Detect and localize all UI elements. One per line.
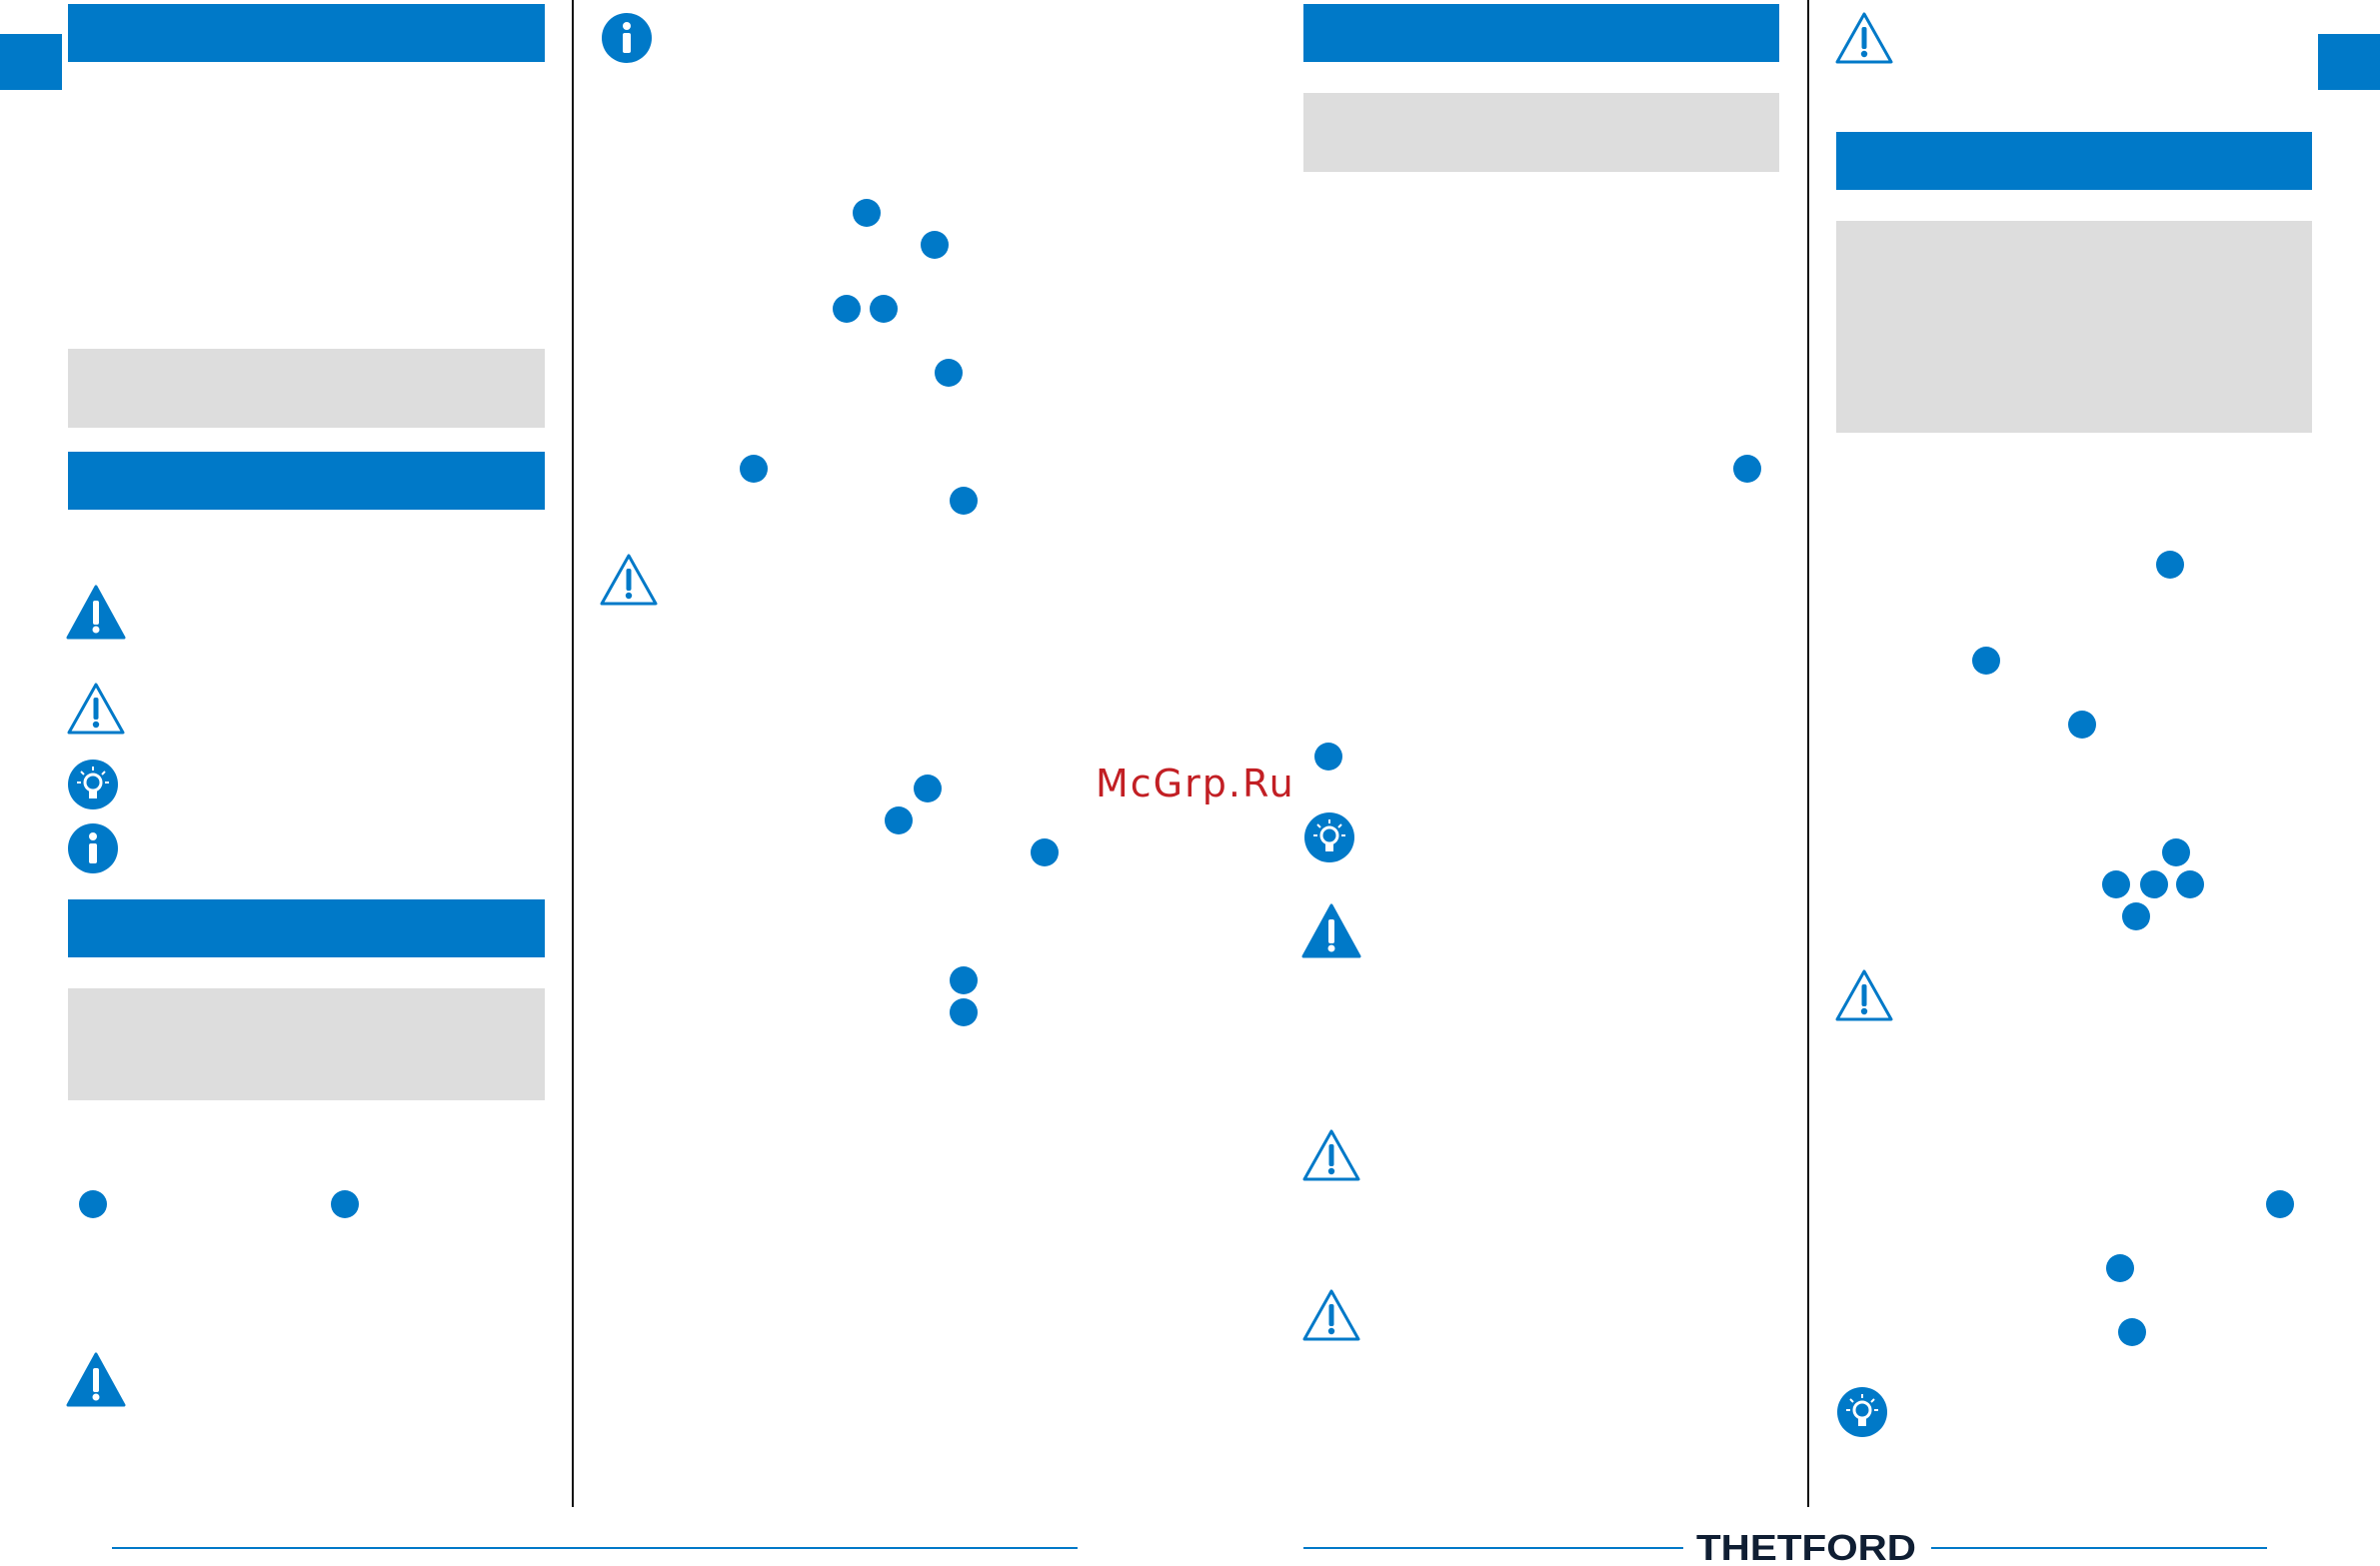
warning-outline-icon — [1302, 1289, 1360, 1341]
reference-dot-icon — [2176, 870, 2204, 898]
thetford-logo: THETFORD — [1696, 1529, 1916, 1565]
reference-dot-icon — [2106, 1254, 2134, 1282]
lightbulb-icon — [1304, 812, 1354, 862]
reference-dot-icon — [2140, 870, 2168, 898]
reference-dot-icon — [853, 199, 881, 227]
reference-dot-icon — [2122, 902, 2150, 930]
reference-dot-icon — [833, 295, 861, 323]
reference-dot-icon — [2068, 711, 2096, 739]
side-tab-right — [2318, 34, 2380, 90]
grey-note-panel — [68, 988, 545, 1100]
warning-filled-icon — [66, 1352, 126, 1407]
reference-dot-icon — [921, 231, 949, 259]
reference-dot-icon — [79, 1190, 107, 1218]
warning-outline-icon — [67, 683, 125, 735]
reference-dot-icon — [331, 1190, 359, 1218]
lightbulb-icon — [1837, 1387, 1887, 1437]
reference-dot-icon — [935, 359, 963, 387]
reference-dot-icon — [2266, 1190, 2294, 1218]
reference-dot-icon — [950, 998, 978, 1026]
section-header-bar — [68, 899, 545, 957]
section-header-bar — [1303, 4, 1779, 62]
side-tab-left — [0, 34, 62, 90]
reference-dot-icon — [2102, 870, 2130, 898]
grey-note-panel — [1303, 93, 1779, 172]
section-header-bar — [68, 4, 545, 62]
reference-dot-icon — [2156, 551, 2184, 579]
warning-outline-icon — [1302, 1129, 1360, 1181]
reference-dot-icon — [1972, 647, 2000, 675]
column-divider-3 — [1807, 0, 1809, 1507]
reference-dot-icon — [885, 806, 913, 834]
grey-note-panel — [68, 349, 545, 428]
warning-filled-icon — [1301, 903, 1361, 958]
reference-dot-icon — [950, 487, 978, 515]
footer-rule-right-a — [1303, 1547, 1683, 1549]
warning-outline-icon — [1835, 12, 1893, 64]
section-header-bar — [68, 452, 545, 510]
lightbulb-icon — [68, 760, 118, 809]
reference-dot-icon — [1314, 743, 1342, 771]
footer-rule-right-b — [1931, 1547, 2267, 1549]
reference-dot-icon — [1733, 455, 1761, 483]
warning-outline-icon — [600, 554, 658, 606]
reference-dot-icon — [870, 295, 898, 323]
column-divider-1 — [572, 0, 574, 1507]
grey-note-panel — [1836, 221, 2312, 433]
warning-filled-icon — [66, 585, 126, 640]
reference-dot-icon — [914, 775, 942, 802]
reference-dot-icon — [740, 455, 768, 483]
svg-text:THETFORD: THETFORD — [1696, 1529, 1916, 1565]
section-header-bar — [1836, 132, 2312, 190]
warning-outline-icon — [1835, 969, 1893, 1021]
watermark-text: McGrp.Ru — [1096, 762, 1295, 805]
reference-dot-icon — [1031, 838, 1059, 866]
reference-dot-icon — [2162, 838, 2190, 866]
info-icon — [602, 13, 652, 63]
reference-dot-icon — [950, 966, 978, 994]
info-icon — [68, 823, 118, 873]
reference-dot-icon — [2118, 1318, 2146, 1346]
footer-rule-left — [112, 1547, 1078, 1549]
